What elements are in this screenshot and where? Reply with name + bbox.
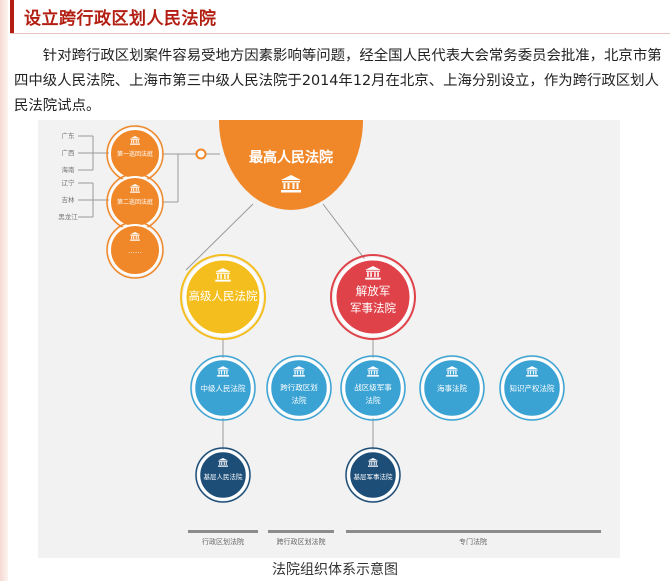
svg-text:第二巡回法庭: 第二巡回法庭 <box>117 198 153 206</box>
section-accent-bar <box>10 0 14 34</box>
pla-military-court-node: 解放军 军事法院 <box>330 254 416 340</box>
diagram-canvas: 最高人民法院 广东 广西 海南 辽宁 吉林 黑龙江 第一巡回法庭 第二巡回法庭 <box>58 120 601 546</box>
court-system-diagram: 最高人民法院 广东 广西 海南 辽宁 吉林 黑龙江 第一巡回法庭 第二巡回法庭 <box>38 120 620 558</box>
svg-text:……: …… <box>128 247 142 255</box>
circuit-court-node: …… <box>106 221 164 279</box>
group-label: 跨行政区划法院 <box>277 537 326 546</box>
section-header: 设立跨行政区划人民法院 <box>10 0 670 34</box>
section-title: 设立跨行政区划人民法院 <box>24 9 217 29</box>
supreme-court-label: 最高人民法院 <box>249 149 333 166</box>
province-label: 广东 <box>62 131 76 140</box>
section-divider <box>10 33 670 34</box>
intermediate-court-node: 中级人民法院 <box>190 355 256 421</box>
left-decor-rail <box>0 0 8 581</box>
intro-paragraph: 针对跨行政区划案件容易受地方因素影响等问题，经全国人民代表大会常务委员会批准，北… <box>14 48 662 114</box>
svg-text:第一巡回法庭: 第一巡回法庭 <box>117 150 153 158</box>
svg-text:知识产权法院: 知识产权法院 <box>510 383 555 393</box>
svg-text:跨行政区划: 跨行政区划 <box>280 382 318 392</box>
svg-text:基层人民法院: 基层人民法院 <box>204 472 244 481</box>
province-label: 辽宁 <box>62 178 76 187</box>
basic-military-court-node: 基层军事法院 <box>345 447 401 503</box>
bottom-group-bars: 行政区划法院 跨行政区划法院 专门法院 <box>188 530 601 546</box>
basic-court-node: 基层人民法院 <box>195 447 251 503</box>
theater-military-court-node: 战区级军事 法院 <box>340 355 406 421</box>
high-court-label: 高级人民法院 <box>189 289 258 303</box>
province-labels: 广东 广西 海南 辽宁 吉林 黑龙江 <box>58 131 78 221</box>
cross-region-court-node: 跨行政区划 法院 <box>266 355 332 421</box>
svg-text:军事法院: 军事法院 <box>350 301 396 315</box>
province-label: 吉林 <box>62 195 76 204</box>
svg-text:基层军事法院: 基层军事法院 <box>354 472 394 481</box>
group-label: 行政区划法院 <box>202 537 244 546</box>
province-label: 广西 <box>62 148 76 157</box>
maritime-court-node: 海事法院 <box>419 355 485 421</box>
province-label: 黑龙江 <box>58 212 78 221</box>
province-label: 海南 <box>62 165 76 174</box>
svg-text:战区级军事: 战区级军事 <box>354 382 392 392</box>
svg-text:法院: 法院 <box>292 395 307 405</box>
junction-dot <box>195 148 207 160</box>
ip-court-node: 知识产权法院 <box>499 355 565 421</box>
svg-text:海事法院: 海事法院 <box>437 383 467 393</box>
high-court-node: 高级人民法院 <box>180 254 266 340</box>
svg-text:法院: 法院 <box>366 395 381 405</box>
group-label: 专门法院 <box>459 537 487 546</box>
svg-text:中级人民法院: 中级人民法院 <box>201 383 246 393</box>
svg-text:解放军: 解放军 <box>356 284 391 298</box>
figure-caption: 法院组织体系示意图 <box>272 562 398 578</box>
supreme-court-node: 最高人民法院 <box>219 120 363 210</box>
